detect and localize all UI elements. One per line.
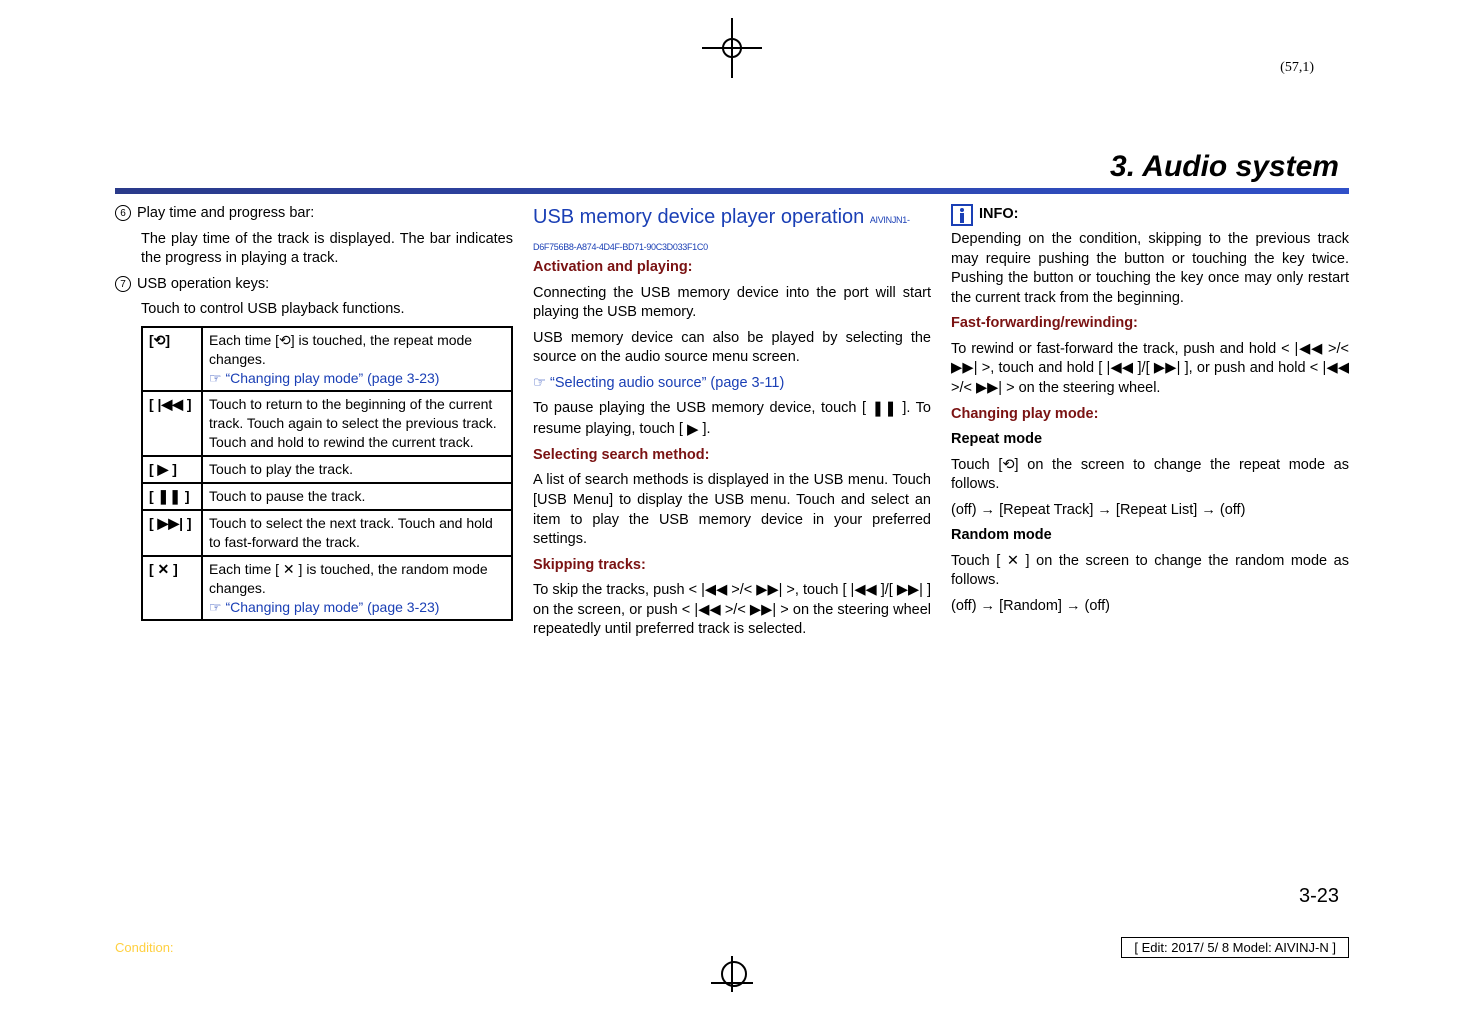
- play-icon: ▶: [687, 421, 699, 438]
- condition-label: Condition:: [115, 940, 174, 955]
- page-number: 3-23: [1299, 885, 1339, 908]
- ff-heading: Fast-forwarding/rewinding:: [951, 314, 1349, 334]
- column-2: USB memory device player operation AIVIN…: [533, 204, 931, 646]
- row3-txt: Touch to play the track.: [202, 456, 512, 483]
- col3-p6: (off) → [Random] → (off): [951, 597, 1349, 617]
- col2-p3: To pause playing the USB memory device, …: [533, 399, 931, 440]
- usb-heading-text: USB memory device player operation: [533, 206, 864, 228]
- controls-table: [⟲] Each time [⟲] is touched, the repeat…: [141, 326, 513, 622]
- info-label: INFO:: [979, 205, 1018, 225]
- row3-sym: [ ▶ ]: [142, 456, 202, 483]
- random-label: Random mode: [951, 526, 1349, 546]
- row4-txt: Touch to pause the track.: [202, 483, 512, 510]
- hand-icon: ☞: [209, 370, 225, 386]
- row5-sym: [ ▶▶| ]: [142, 510, 202, 556]
- info-box: INFO:: [951, 204, 1349, 226]
- pause-icon: ❚❚: [872, 400, 897, 417]
- selecting-source-link: “Selecting audio source” (page 3-11): [550, 375, 784, 391]
- hand-icon: ☞: [533, 375, 550, 391]
- usb-heading: USB memory device player operation AIVIN…: [533, 204, 931, 258]
- row2-txt: Touch to return to the beginning of the …: [202, 391, 512, 456]
- col2-link1: ☞ “Selecting audio source” (page 3-11): [533, 374, 931, 394]
- section-title: 3. Audio system: [115, 150, 1349, 184]
- activation-heading: Activation and playing:: [533, 258, 931, 278]
- item6-label: Play time and progress bar:: [137, 205, 314, 221]
- col2-p1: Connecting the USB memory device into th…: [533, 284, 931, 323]
- info-icon: [951, 204, 973, 226]
- p3c: ].: [699, 421, 711, 437]
- registration-mark-top: [702, 18, 762, 78]
- row1-sym: [⟲]: [142, 327, 202, 392]
- item6-body: The play time of the track is displayed.…: [115, 230, 513, 269]
- col2-p5: To skip the tracks, push < |◀◀ >/< ▶▶| >…: [533, 581, 931, 640]
- row6-txt: Each time [ ✕ ] is touched, the random m…: [209, 561, 488, 596]
- row1-txt: Each time [⟲] is touched, the repeat mod…: [209, 332, 472, 367]
- item7-body: Touch to control USB playback functions.: [115, 300, 513, 320]
- page-content: 3. Audio system 6 Play time and progress …: [115, 150, 1349, 646]
- col3-p5: Touch [ ✕ ] on the screen to change the …: [951, 552, 1349, 591]
- row4-sym: [ ❚❚ ]: [142, 483, 202, 510]
- row6-sym: [ ✕ ]: [142, 556, 202, 621]
- column-3: INFO: Depending on the condition, skippi…: [951, 204, 1349, 646]
- row6-link: “Changing play mode” (page 3-23): [225, 599, 439, 615]
- p3a: To pause playing the USB memory device, …: [533, 400, 872, 416]
- skipping-heading: Skipping tracks:: [533, 556, 931, 576]
- edit-info: [ Edit: 2017/ 5/ 8 Model: AIVINJ-N ]: [1121, 937, 1349, 958]
- marker-6: 6: [115, 205, 131, 221]
- row5-txt: Touch to select the next track. Touch an…: [202, 510, 512, 556]
- col3-p4: (off) → [Repeat Track] → [Repeat List] →…: [951, 501, 1349, 521]
- row6-cell: Each time [ ✕ ] is touched, the random m…: [202, 556, 512, 621]
- marker-7: 7: [115, 276, 131, 292]
- row1-link: “Changing play mode” (page 3-23): [225, 370, 439, 386]
- sheet-ref: (57,1): [1280, 60, 1314, 76]
- search-heading: Selecting search method:: [533, 446, 931, 466]
- col2-p4: A list of search methods is displayed in…: [533, 471, 931, 549]
- col3-p1: Depending on the condition, skipping to …: [951, 230, 1349, 308]
- row1-cell: Each time [⟲] is touched, the repeat mod…: [202, 327, 512, 392]
- column-1: 6 Play time and progress bar: The play ti…: [115, 204, 513, 646]
- col3-p3: Touch [⟲] on the screen to change the re…: [951, 456, 1349, 495]
- col2-p2: USB memory device can also be played by …: [533, 329, 931, 368]
- item7-label: USB operation keys:: [137, 276, 269, 292]
- playmode-heading: Changing play mode:: [951, 405, 1349, 425]
- title-rule: [115, 188, 1349, 194]
- repeat-label: Repeat mode: [951, 430, 1349, 450]
- row2-sym: [ |◀◀ ]: [142, 391, 202, 456]
- registration-mark-bottom: [731, 956, 733, 992]
- col3-p2: To rewind or fast-forward the track, pus…: [951, 340, 1349, 399]
- hand-icon: ☞: [209, 599, 225, 615]
